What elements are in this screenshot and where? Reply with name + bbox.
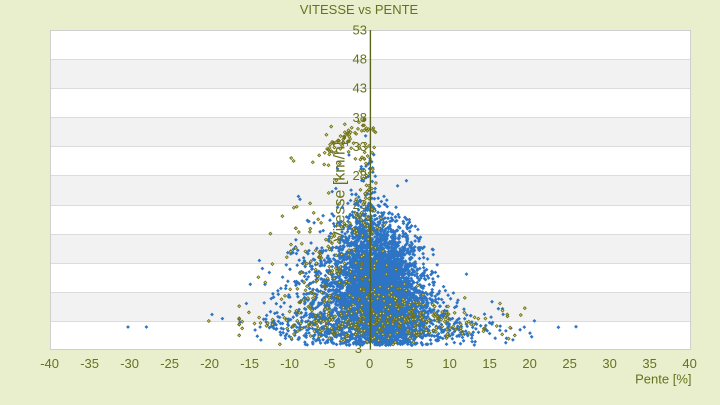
svg-text:VITESSE vs PENTE: VITESSE vs PENTE — [300, 2, 419, 17]
svg-text:-25: -25 — [160, 356, 179, 371]
svg-text:-40: -40 — [40, 356, 59, 371]
svg-text:Pente [%]: Pente [%] — [635, 372, 691, 387]
svg-text:-35: -35 — [80, 356, 99, 371]
svg-text:Vitesse [km/h]: Vitesse [km/h] — [332, 142, 349, 242]
svg-text:10: 10 — [442, 356, 456, 371]
svg-text:-5: -5 — [324, 356, 336, 371]
svg-text:40: 40 — [682, 356, 696, 371]
svg-text:30: 30 — [602, 356, 616, 371]
svg-text:-10: -10 — [280, 356, 299, 371]
svg-text:25: 25 — [562, 356, 576, 371]
svg-text:-30: -30 — [120, 356, 139, 371]
svg-text:-15: -15 — [240, 356, 259, 371]
svg-text:48: 48 — [353, 52, 367, 67]
svg-text:35: 35 — [642, 356, 656, 371]
svg-text:53: 53 — [353, 23, 367, 38]
svg-text:43: 43 — [353, 81, 367, 96]
svg-text:20: 20 — [522, 356, 536, 371]
svg-text:15: 15 — [482, 356, 496, 371]
svg-text:5: 5 — [406, 356, 413, 371]
svg-text:-20: -20 — [200, 356, 219, 371]
svg-text:0: 0 — [366, 356, 373, 371]
svg-text:3: 3 — [355, 341, 362, 356]
